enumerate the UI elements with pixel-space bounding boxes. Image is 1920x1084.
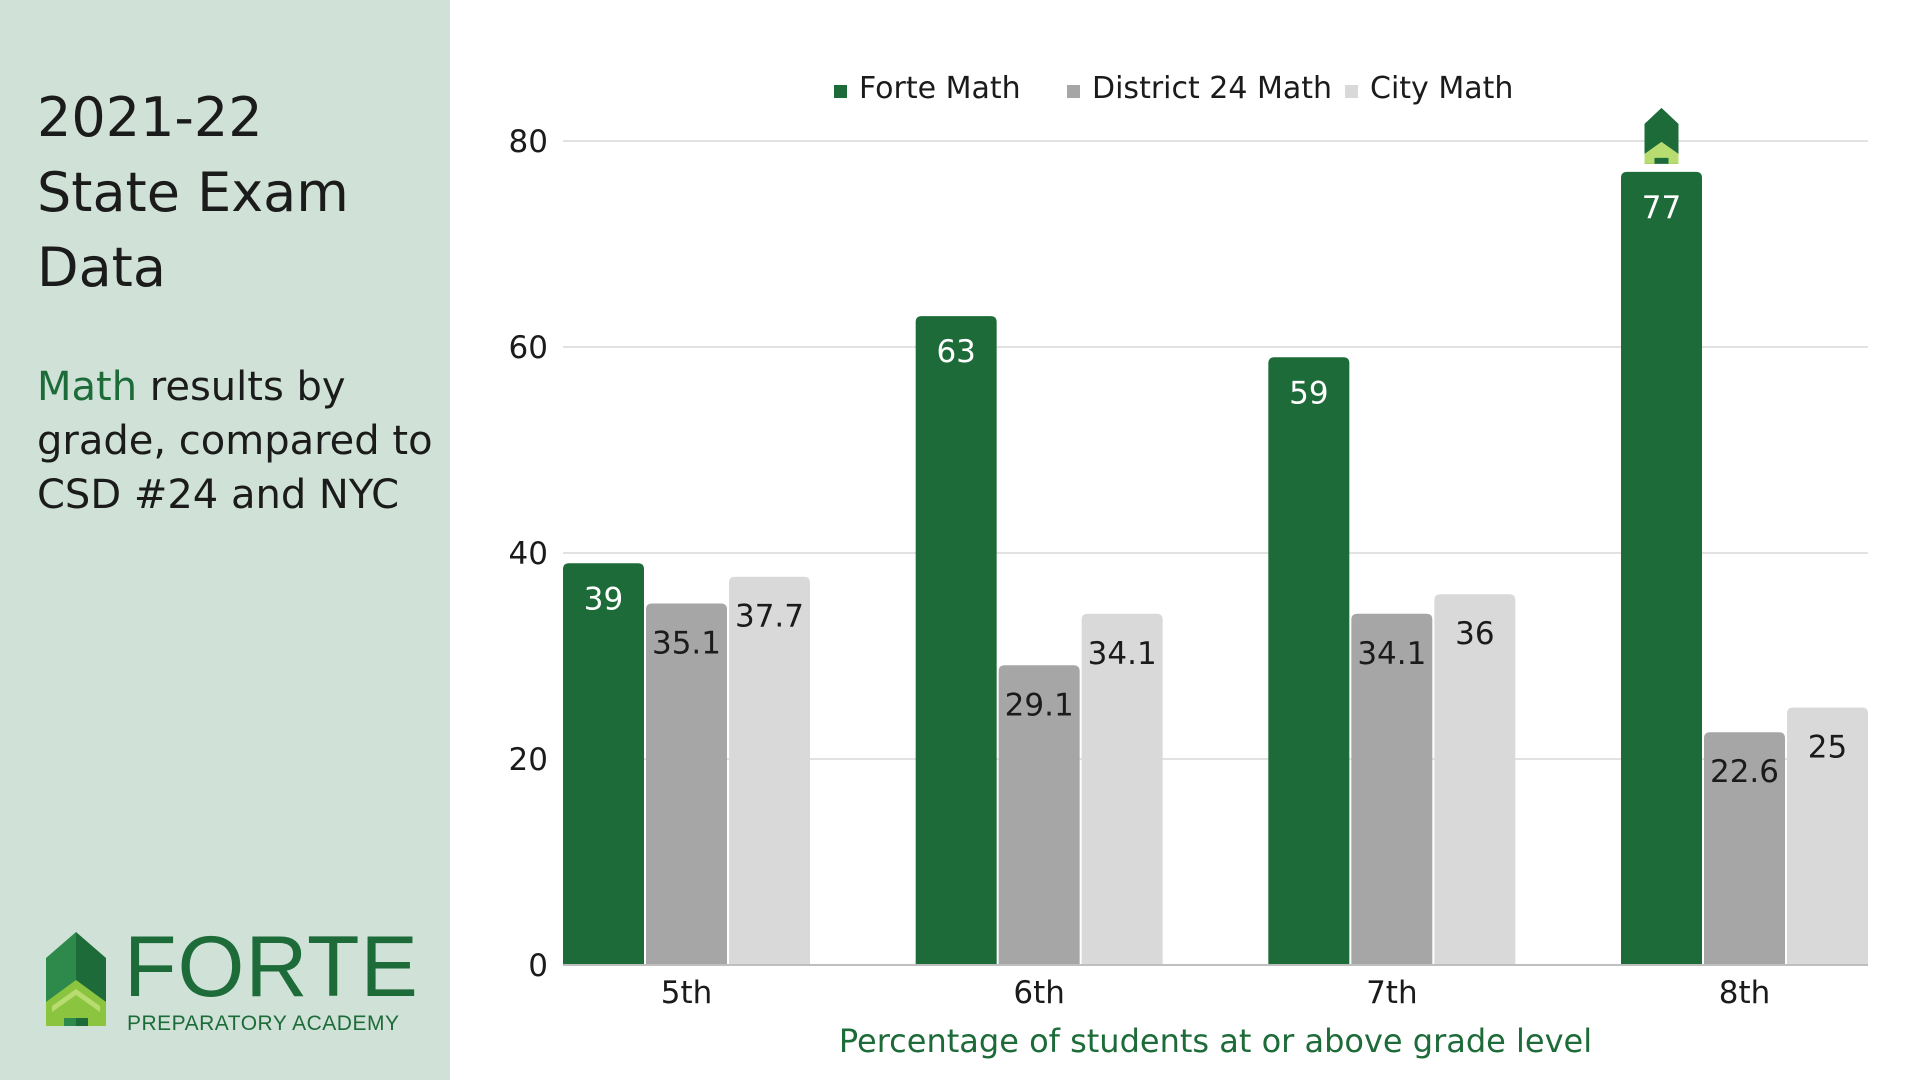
bar bbox=[729, 576, 810, 965]
subtitle-accent: Math bbox=[37, 364, 138, 410]
title-line-year: 2021-22 bbox=[37, 86, 263, 149]
data-label: 63 bbox=[936, 334, 975, 370]
x-tick-label: 6th bbox=[1013, 975, 1065, 1011]
data-label: 34.1 bbox=[1088, 636, 1157, 672]
y-tick-label: 20 bbox=[509, 742, 548, 778]
bar bbox=[646, 603, 727, 965]
title-line-data: Data bbox=[37, 236, 166, 299]
legend-label: City Math bbox=[1370, 71, 1513, 106]
title-line-exam: State Exam bbox=[37, 161, 349, 224]
data-label: 25 bbox=[1808, 730, 1847, 766]
sidebar-panel: 2021-22 State Exam Data Math results by … bbox=[0, 0, 450, 1080]
house-logo-icon bbox=[46, 932, 106, 1026]
house-marker-icon bbox=[1644, 107, 1679, 164]
bar bbox=[1081, 613, 1163, 965]
bar bbox=[563, 563, 644, 965]
page-title: 2021-22 State Exam Data bbox=[37, 80, 437, 305]
data-label: 35.1 bbox=[652, 625, 721, 661]
legend-swatch bbox=[834, 85, 847, 98]
data-label: 29.1 bbox=[1005, 687, 1074, 723]
legend-label: Forte Math bbox=[859, 71, 1021, 106]
x-tick-label: 5th bbox=[661, 975, 713, 1011]
x-tick-label: 8th bbox=[1719, 975, 1771, 1011]
data-label: 34.1 bbox=[1357, 636, 1426, 672]
bar bbox=[998, 665, 1080, 965]
bar-chart: Forte Math District 24 Math City Math 39 35… bbox=[509, 71, 1868, 1060]
page-subtitle: Math results by grade, compared to CSD #… bbox=[37, 360, 437, 522]
subtitle-text: results by grade, compared to CSD #24 an… bbox=[37, 364, 433, 518]
logo-wordmark: FORTE bbox=[124, 919, 419, 1015]
y-tick-label: 40 bbox=[509, 536, 548, 572]
x-axis-title: Percentage of students at or above grade… bbox=[839, 1022, 1592, 1060]
x-tick-label: 7th bbox=[1366, 975, 1418, 1011]
y-tick-label: 60 bbox=[509, 330, 548, 366]
bar bbox=[1621, 171, 1702, 965]
logo-tagline: PREPARATORY ACADEMY bbox=[127, 1012, 400, 1035]
legend-swatch bbox=[1067, 85, 1080, 98]
legend-label: District 24 Math bbox=[1092, 71, 1332, 106]
data-label: 77 bbox=[1642, 190, 1681, 226]
house-marker-base bbox=[1644, 141, 1679, 164]
chart-area: Forte Math District 24 Math City Math 39 35… bbox=[450, 0, 1920, 1080]
data-label: 37.7 bbox=[735, 599, 804, 635]
y-tick-label: 0 bbox=[528, 948, 548, 984]
data-label: 59 bbox=[1289, 375, 1328, 411]
bar bbox=[1704, 732, 1785, 965]
data-label: 22.6 bbox=[1710, 754, 1779, 790]
bar bbox=[1351, 613, 1433, 965]
legend-swatch bbox=[1345, 85, 1358, 98]
y-tick-label: 80 bbox=[509, 124, 548, 160]
forte-logo: FORTE PREPARATORY ACADEMY bbox=[46, 920, 426, 1042]
bar bbox=[1787, 707, 1868, 965]
bar bbox=[915, 316, 997, 966]
bar bbox=[1268, 357, 1350, 965]
data-label: 36 bbox=[1455, 616, 1494, 652]
bar bbox=[1434, 594, 1516, 965]
data-label: 39 bbox=[584, 581, 623, 617]
